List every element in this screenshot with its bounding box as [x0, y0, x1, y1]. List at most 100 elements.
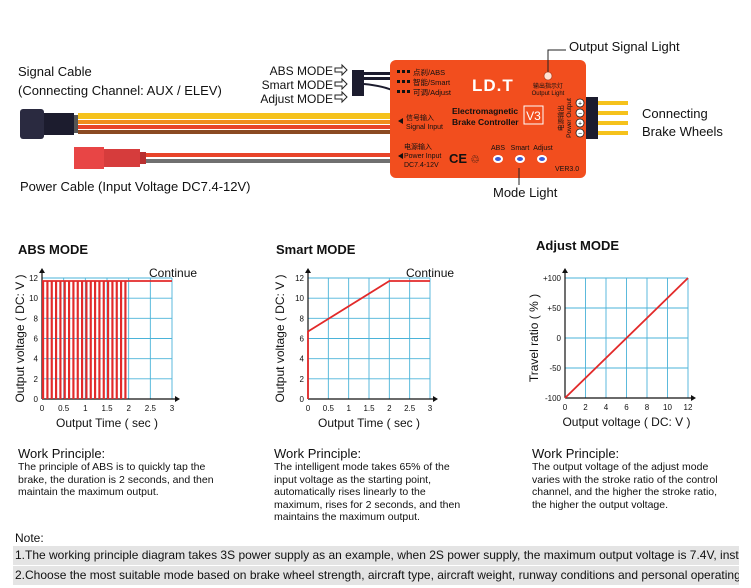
- x-tick-label: 1.5: [101, 404, 113, 413]
- y-tick-label: +50: [547, 304, 561, 313]
- abs-pulse-bar: [55, 281, 58, 399]
- chart-title-smart: Smart MODE: [276, 242, 356, 257]
- power-input-en: Power Input: [404, 153, 441, 160]
- controller-body: [390, 60, 586, 178]
- signal-input-cn: 信号输入: [406, 113, 434, 122]
- power-output-symbols: [575, 98, 585, 138]
- x-tick-label: 2: [583, 403, 588, 412]
- x-axis-arrow-icon: [433, 396, 438, 402]
- work-principle-line: varies with the stroke ratio of the cont…: [532, 473, 718, 486]
- abs-pulse-bar: [42, 281, 45, 399]
- abs-pulse-bar: [89, 281, 92, 399]
- signal-input-en: Signal Input: [406, 124, 443, 131]
- svg-text:−: −: [578, 111, 582, 118]
- work-principle-title: Work Principle:: [532, 446, 620, 461]
- svg-text:+: +: [578, 101, 582, 108]
- model-line-1: Electromagnetic: [452, 106, 518, 116]
- y-tick-label: 2: [34, 375, 39, 384]
- x-tick-label: 1: [346, 404, 351, 413]
- adjust-mode-chart: 0 2 4 6 8 10 12 -100 -50 0 +50 +100 Output voltage (…: [527, 268, 696, 429]
- x-tick-label: 1.5: [363, 404, 375, 413]
- work-principle-line: the higher the output voltage.: [532, 498, 669, 511]
- note-line-2: 2.Choose the most suitable mode based on…: [13, 566, 739, 585]
- y-tick-label: 10: [29, 294, 38, 303]
- light-label-abs: ABS: [491, 145, 505, 152]
- work-principle-line: input voltage as the starting point,: [274, 473, 432, 486]
- signal-cable-label: Signal Cable: [18, 64, 92, 79]
- x-axis-arrow-icon: [691, 395, 696, 401]
- y-tick-label: 8: [34, 314, 39, 323]
- y-axis-label: Output voltage ( DC: V ): [13, 274, 27, 402]
- signal-cable-channel-label: (Connecting Channel: AUX / ELEV): [18, 83, 222, 98]
- model-line-2: Brake Controller: [452, 117, 519, 127]
- y-tick-label: -50: [549, 364, 561, 373]
- work-principle-line: The principle of ABS is to quickly tap t…: [18, 461, 206, 473]
- mode-cn-abs: 点刹/ABS: [413, 68, 445, 77]
- brake-wheels-label: Brake Wheels: [642, 124, 723, 139]
- x-tick-label: 0.5: [58, 404, 70, 413]
- x-tick-label: 1: [83, 404, 88, 413]
- y-tick-label: 8: [300, 314, 305, 323]
- abs-pulse-bar: [81, 281, 84, 399]
- mode-label-abs: ABS MODE: [270, 64, 333, 78]
- output-signal-light-label: Output Signal Light: [569, 39, 680, 54]
- x-tick-label: 10: [663, 403, 672, 412]
- svg-text:+: +: [578, 121, 582, 128]
- x-axis-label: Output Time ( sec ): [56, 416, 158, 430]
- work-principle-line: channel, and the higher the stroke ratio…: [532, 486, 718, 498]
- signal-wires: [78, 113, 398, 134]
- y-axis-label: Travel ratio ( % ): [527, 294, 541, 382]
- x-axis-arrow-icon: [175, 396, 180, 402]
- y-tick-label: 4: [34, 355, 39, 364]
- ce-mark: CE: [449, 151, 467, 166]
- y-tick-label: 2: [300, 375, 305, 384]
- power-input-arrow-icon: [398, 153, 403, 159]
- chart-title-abs: ABS MODE: [18, 242, 89, 257]
- x-axis-label: Output Time ( sec ): [318, 416, 420, 430]
- power-output-en: Power Output: [566, 98, 573, 138]
- hardware-diagram: + − + − 点刹/ABS 智能/Smart 可调/Adjust LD.T 输出指示…: [20, 49, 628, 185]
- abs-pulse-bar: [94, 281, 97, 399]
- x-tick-label: 0: [306, 404, 311, 413]
- x-tick-label: 6: [624, 403, 629, 412]
- y-tick-label: 6: [34, 335, 39, 344]
- x-tick-label: 2: [126, 404, 131, 413]
- output-wires: [586, 97, 628, 139]
- mode-pin-dots: [397, 70, 410, 93]
- mode-light-label: Mode Light: [493, 185, 558, 200]
- y-tick-label: -100: [545, 394, 562, 403]
- light-label-smart: Smart: [511, 145, 530, 152]
- output-light-icon: [543, 71, 553, 81]
- power-cable-label: Power Cable (Input Voltage DC7.4-12V): [20, 179, 251, 194]
- power-input-range: DC7.4-12V: [404, 162, 439, 169]
- chart-title-adjust: Adjust MODE: [536, 238, 620, 253]
- y-tick-label: 4: [300, 355, 305, 364]
- abs-pulse-bar: [120, 281, 123, 399]
- x-tick-label: 0.5: [323, 404, 335, 413]
- abs-pulse-bar: [50, 281, 53, 399]
- y-axis-arrow-icon: [305, 268, 311, 273]
- power-output-cn: 电源输出: [556, 105, 565, 131]
- x-tick-label: 2: [387, 404, 392, 413]
- power-input-cn: 电源输入: [404, 142, 432, 151]
- mode-light-icons: [493, 155, 547, 163]
- version-text: VER3.0: [555, 166, 579, 173]
- power-cable-connector: [74, 147, 146, 169]
- y-tick-label: 0: [557, 334, 562, 343]
- work-principle-title: Work Principle:: [274, 446, 362, 461]
- mode-cn-smart: 智能/Smart: [413, 77, 451, 87]
- work-principle-line: maximum, rises for 2 seconds, and then: [274, 498, 461, 511]
- abs-pulse-bar: [72, 281, 75, 399]
- abs-pulse-bar: [63, 281, 66, 399]
- abs-pulse-bar: [76, 281, 79, 399]
- note-line-1: 1.The working principle diagram takes 3S…: [13, 546, 739, 565]
- work-principle-line: maintain the maximum output.: [18, 486, 159, 498]
- y-tick-label: 12: [295, 274, 304, 283]
- work-principle-smart: Work Principle: The intelligent mode tak…: [274, 446, 504, 524]
- signal-cable-connector: [20, 109, 78, 139]
- abs-pulse-bar: [85, 281, 88, 399]
- connecting-label: Connecting: [642, 106, 708, 121]
- note-title: Note:: [15, 531, 44, 545]
- smart-mode-chart: 0 0.5 1 1.5 2 2.5 3 0 2 4 6 8 10 12 Output Time ( sec …: [273, 266, 454, 430]
- work-principle-line: The intelligent mode takes 65% of the: [274, 461, 450, 473]
